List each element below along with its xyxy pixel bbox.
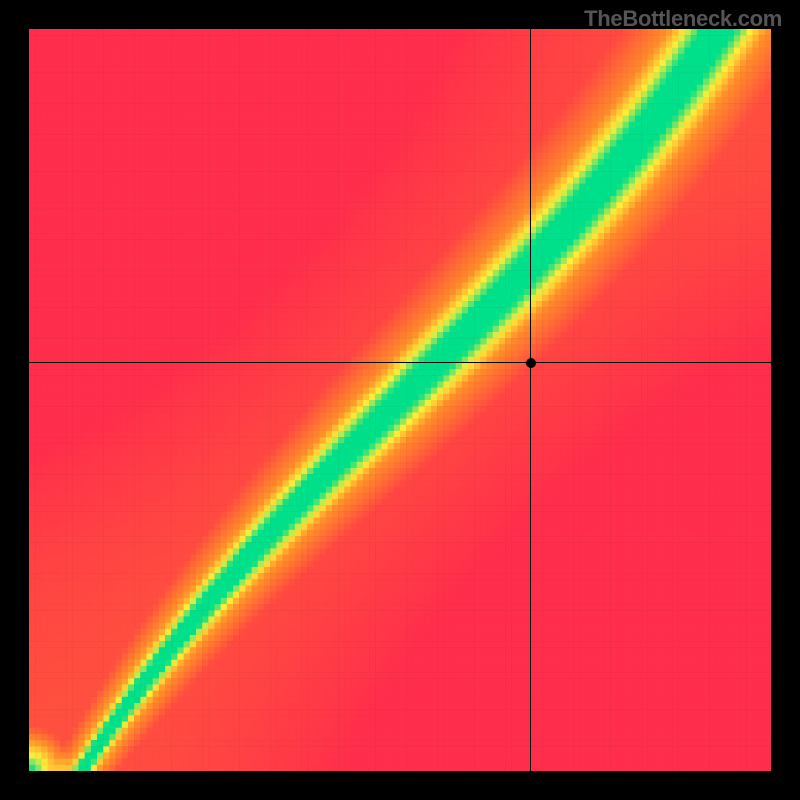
heatmap-canvas	[29, 29, 771, 771]
chart-container: TheBottleneck.com	[0, 0, 800, 800]
crosshair-vertical	[530, 29, 531, 771]
crosshair-horizontal	[29, 362, 771, 363]
plot-area	[29, 29, 771, 771]
watermark-text: TheBottleneck.com	[584, 6, 782, 32]
crosshair-marker	[526, 358, 536, 368]
